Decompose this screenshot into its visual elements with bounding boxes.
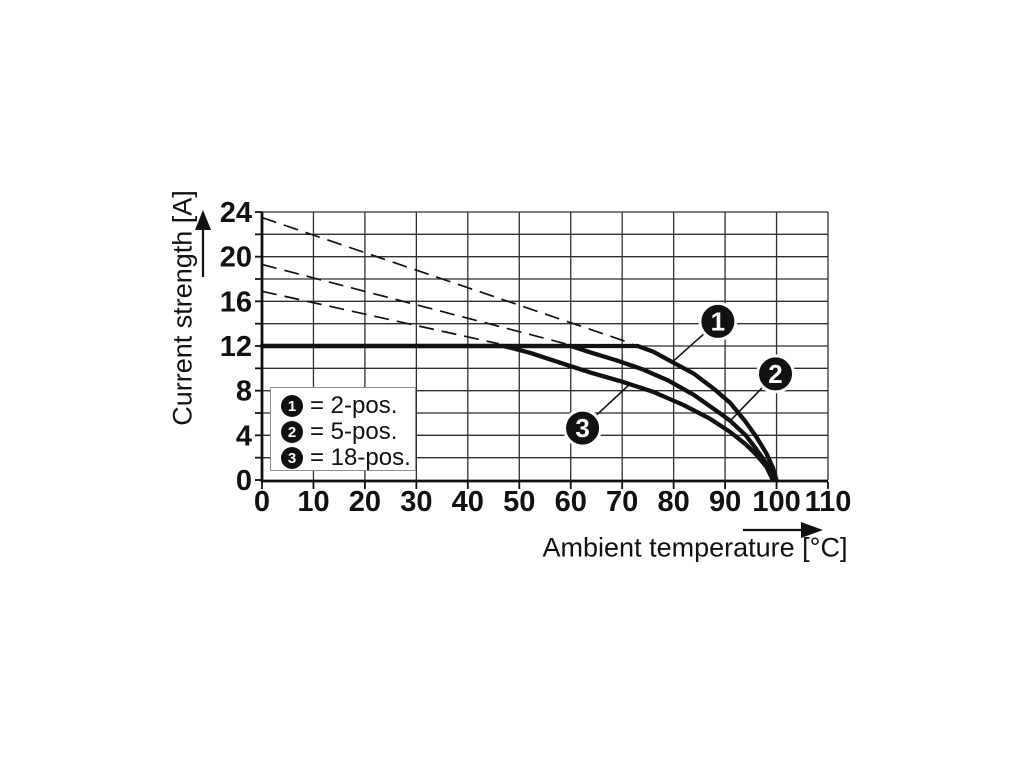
x-tick-label: 80 bbox=[658, 486, 690, 518]
curve-5-pos. bbox=[259, 343, 778, 483]
curve-18-pos. bbox=[259, 343, 776, 483]
y-axis-arrowhead-icon bbox=[195, 210, 211, 230]
y-tick-label: 12 bbox=[220, 331, 252, 363]
y-tick-label: 20 bbox=[220, 242, 252, 274]
x-tick-label: 40 bbox=[452, 486, 484, 518]
y-tick-label: 24 bbox=[220, 197, 252, 229]
x-tick-label: 70 bbox=[606, 486, 638, 518]
legend-badge-2-icon: 2 bbox=[281, 421, 303, 443]
x-tick-label: 100 bbox=[752, 486, 800, 518]
x-tick-label: 0 bbox=[254, 486, 270, 518]
legend-label: = 18-pos. bbox=[310, 444, 411, 471]
legend-item-2pos: 1 = 2-pos. bbox=[281, 392, 415, 419]
legend-item-18pos: 3 = 18-pos. bbox=[281, 444, 415, 471]
x-tick-label: 60 bbox=[555, 486, 587, 518]
legend-badge-1-icon: 1 bbox=[281, 395, 303, 417]
curve-badge-number: 2 bbox=[768, 359, 782, 389]
x-tick-label: 30 bbox=[400, 486, 432, 518]
curve-badge-3-icon bbox=[563, 408, 603, 448]
x-tick-label: 110 bbox=[805, 486, 852, 518]
legend-label: = 2-pos. bbox=[310, 392, 398, 419]
curve-badge-number: 3 bbox=[575, 413, 589, 443]
y-tick-label: 8 bbox=[236, 376, 252, 408]
curve-badge-1-icon bbox=[698, 301, 738, 341]
y-tick-label: 4 bbox=[236, 420, 252, 452]
legend-badge-3-icon: 3 bbox=[281, 447, 303, 469]
x-axis-arrowhead-icon bbox=[801, 522, 823, 538]
y-axis-title: Current strength [A] bbox=[167, 190, 198, 426]
x-tick-label: 10 bbox=[297, 486, 329, 518]
x-tick-label: 50 bbox=[503, 486, 535, 518]
dashed-derating-line bbox=[261, 263, 566, 345]
y-tick-label: 0 bbox=[236, 465, 252, 497]
x-tick-label: 20 bbox=[349, 486, 381, 518]
curve-badge-2-icon bbox=[756, 354, 796, 394]
x-axis-title: Ambient temperature [°C] bbox=[542, 532, 848, 563]
legend-label: = 5-pos. bbox=[310, 418, 398, 445]
legend-box: 1 = 2-pos. 2 = 5-pos. 3 = 18-pos. bbox=[270, 387, 416, 471]
dashed-derating-line bbox=[261, 216, 633, 345]
y-tick-label: 16 bbox=[220, 286, 252, 318]
dashed-derating-line bbox=[261, 290, 499, 345]
x-tick-label: 90 bbox=[709, 486, 741, 518]
legend-item-5pos: 2 = 5-pos. bbox=[281, 418, 415, 445]
curve-badge-number: 1 bbox=[711, 306, 725, 336]
curve-2-pos. bbox=[259, 343, 779, 483]
